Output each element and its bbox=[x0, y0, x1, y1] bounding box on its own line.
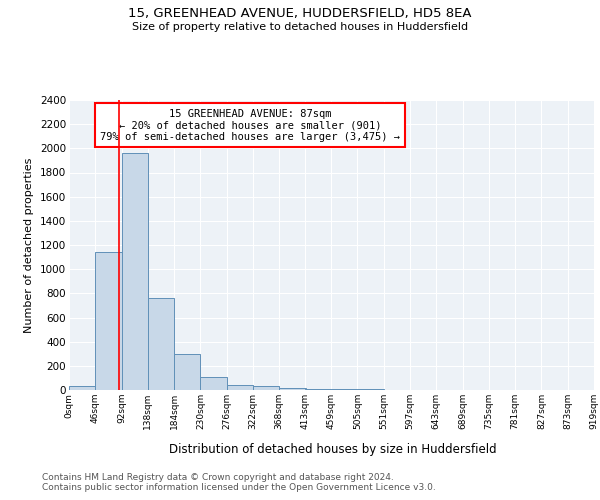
Bar bbox=[122, 153, 148, 390]
Text: Size of property relative to detached houses in Huddersfield: Size of property relative to detached ho… bbox=[132, 22, 468, 32]
Text: Contains HM Land Registry data © Crown copyright and database right 2024.: Contains HM Land Registry data © Crown c… bbox=[42, 472, 394, 482]
Bar bbox=[279, 388, 305, 390]
Bar bbox=[200, 378, 227, 390]
Bar bbox=[253, 386, 279, 390]
Bar bbox=[69, 386, 95, 390]
Y-axis label: Number of detached properties: Number of detached properties bbox=[25, 158, 34, 332]
Text: Distribution of detached houses by size in Huddersfield: Distribution of detached houses by size … bbox=[169, 442, 497, 456]
Bar bbox=[331, 389, 358, 390]
Bar bbox=[227, 384, 253, 390]
Bar bbox=[95, 252, 122, 390]
Text: 15, GREENHEAD AVENUE, HUDDERSFIELD, HD5 8EA: 15, GREENHEAD AVENUE, HUDDERSFIELD, HD5 … bbox=[128, 8, 472, 20]
Text: Contains public sector information licensed under the Open Government Licence v3: Contains public sector information licen… bbox=[42, 482, 436, 492]
Text: 15 GREENHEAD AVENUE: 87sqm
← 20% of detached houses are smaller (901)
79% of sem: 15 GREENHEAD AVENUE: 87sqm ← 20% of deta… bbox=[100, 108, 400, 142]
Bar bbox=[305, 389, 331, 390]
Bar bbox=[148, 298, 174, 390]
Bar bbox=[174, 354, 200, 390]
